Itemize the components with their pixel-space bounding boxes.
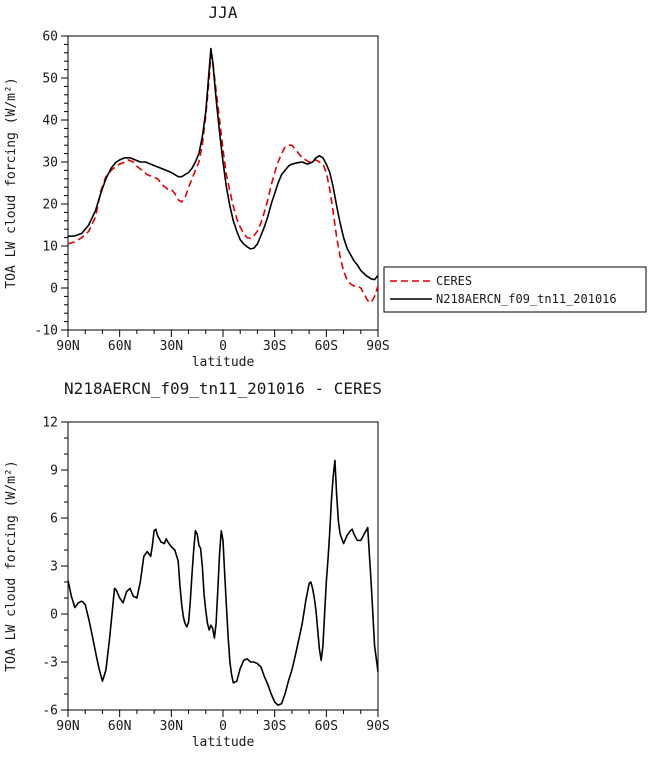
x-tick-label: 90S	[366, 339, 389, 354]
x-tick-label: 60S	[315, 719, 338, 734]
y-tick-label: 60	[42, 30, 58, 45]
y-tick-label: 6	[50, 512, 58, 527]
y-tick-label: 20	[42, 198, 58, 213]
x-tick-label: 60N	[108, 719, 131, 734]
x-tick-label: 0	[219, 339, 227, 354]
y-axis-label: TOA LW cloud forcing (W/m²)	[4, 77, 19, 288]
y-tick-label: 3	[50, 560, 58, 575]
x-tick-label: 30S	[263, 719, 286, 734]
x-tick-label: 0	[219, 719, 227, 734]
y-tick-label: -3	[42, 656, 58, 671]
series-CERES	[67, 54, 379, 304]
y-tick-label: 12	[42, 416, 58, 431]
x-tick-label: 60N	[108, 339, 131, 354]
legend: CERES N218AERCN_f09_tn11_201016	[383, 266, 647, 313]
chart-title: JJA	[209, 3, 238, 22]
y-tick-label: 9	[50, 464, 58, 479]
x-axis-label: latitude	[192, 735, 255, 750]
x-tick-label: 90S	[366, 719, 389, 734]
y-tick-label: 50	[42, 72, 58, 87]
jja-lat-profile-chart: 90N 60N 30N 0 30S 60S 90S -10 0 10 20 30 40 50 60 JJA la…	[4, 3, 647, 370]
y-tick-label: 10	[42, 240, 58, 255]
y-tick-label: 40	[42, 114, 58, 129]
x-tick-label: 90N	[56, 339, 79, 354]
legend-box	[383, 266, 647, 313]
y-tick-label: -10	[35, 324, 58, 339]
x-axis-label: latitude	[192, 355, 255, 370]
y-tick-label: 0	[50, 282, 58, 297]
legend-label: N218AERCN_f09_tn11_201016	[436, 292, 617, 306]
model-minus-ceres-difference-chart: 90N 60N 30N 0 30S 60S 90S -6 -3 0 3 6 9 12 N218AERCN_f…	[4, 379, 390, 750]
x-tick-label: 30N	[160, 339, 183, 354]
series-N218AERCN_f09_tn11_201016	[67, 47, 379, 281]
y-tick-label: 0	[50, 608, 58, 623]
x-tick-label: 30N	[160, 719, 183, 734]
plot-border	[67, 421, 379, 711]
y-axis-label: TOA LW cloud forcing (W/m²)	[4, 460, 19, 671]
x-tick-label: 30S	[263, 339, 286, 354]
y-tick-label: -6	[42, 704, 58, 719]
x-tick-label: 90N	[56, 719, 79, 734]
series-difference	[67, 459, 379, 707]
legend-label: CERES	[436, 274, 472, 288]
chart-title: N218AERCN_f09_tn11_201016 - CERES	[64, 379, 382, 398]
y-tick-label: 30	[42, 156, 58, 171]
x-tick-label: 60S	[315, 339, 338, 354]
